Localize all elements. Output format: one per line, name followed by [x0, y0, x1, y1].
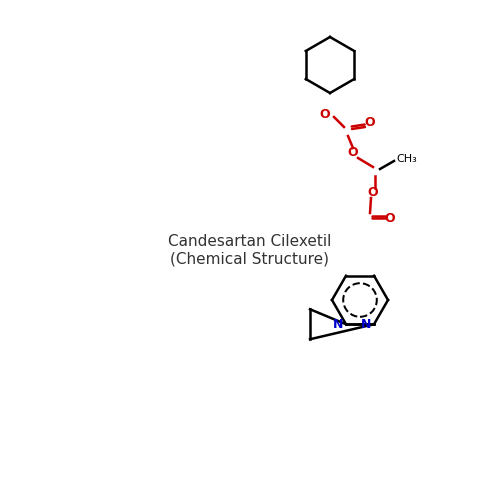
Text: O: O: [348, 146, 358, 160]
Text: N: N: [361, 318, 371, 330]
Text: CH₃: CH₃: [396, 154, 417, 164]
Text: O: O: [364, 116, 376, 130]
Text: O: O: [320, 108, 330, 120]
Text: Candesartan Cilexetil
(Chemical Structure): Candesartan Cilexetil (Chemical Structur…: [168, 234, 332, 266]
Text: O: O: [368, 186, 378, 200]
Text: N: N: [333, 318, 343, 330]
Text: O: O: [384, 212, 396, 224]
